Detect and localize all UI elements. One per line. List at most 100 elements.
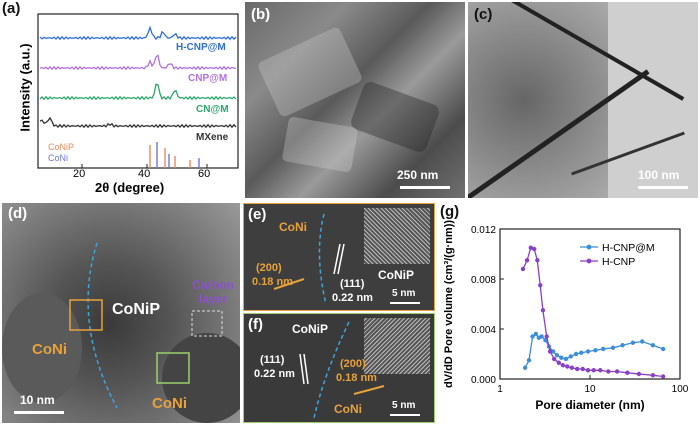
panel-e-fft-inset <box>364 208 430 264</box>
panel-f-scale-text: 5 nm <box>392 400 416 411</box>
series-1-point <box>585 368 591 373</box>
series-1-point <box>625 370 630 375</box>
xrd-xtick-60: 60 <box>198 168 211 180</box>
series-1-point <box>606 369 611 374</box>
xrd-xlabel: 2θ (degree) <box>95 180 165 195</box>
series-0-point <box>573 351 579 357</box>
panel-g: (g) 0.000 0.004 0.008 0.012 1 10 100 Pore diame… <box>438 203 698 423</box>
xrd-trace-cnpm <box>39 54 237 71</box>
series-0-point <box>543 338 548 343</box>
series-1-point <box>650 373 656 378</box>
panel-d-scalebar <box>14 411 64 414</box>
panel-f-label: (f) <box>248 316 263 333</box>
panel-b-scale-text: 250 nm <box>397 168 439 182</box>
series-1-point <box>538 283 543 288</box>
series-1-point <box>544 334 549 339</box>
xrd-ylabel: Intensity (a.u.) <box>17 43 33 132</box>
xrd-trace-mxene <box>39 116 237 129</box>
series-0-point <box>550 349 556 354</box>
panel-e-scalebar <box>390 302 420 304</box>
panel-d-conip-label: CoNiP <box>112 301 160 318</box>
series-0-point <box>533 331 539 337</box>
series-0-point <box>522 365 528 370</box>
series-0-point <box>530 334 535 339</box>
series-1-point <box>524 258 530 263</box>
series-1-point <box>614 369 620 374</box>
series-1-point <box>556 360 561 365</box>
panel-e-scale-text: 5 nm <box>392 288 416 299</box>
panel-f-coni: CoNi <box>334 402 362 416</box>
xrd-frame <box>37 13 239 169</box>
panel-f-plane2: (200) <box>340 358 366 370</box>
xrd-chart <box>37 13 239 169</box>
panel-d-overlay <box>69 242 223 409</box>
ref-sticks-conip <box>149 145 191 168</box>
chart-ylabel: dV/dD Pore volume (cm³/(g·nm)) <box>443 220 455 388</box>
series-0-point <box>610 345 616 350</box>
trace-label-cnm: CN@M <box>196 104 229 115</box>
series-0-point <box>639 339 645 344</box>
panel-c-scale-text: 100 nm <box>638 168 680 182</box>
ref-label-coni: CoNi <box>48 153 69 163</box>
panel-f-fft-inset <box>364 318 430 374</box>
legend-label-1: H-CNP <box>602 256 635 268</box>
series-1-point <box>560 363 566 368</box>
series-0-point <box>526 358 532 363</box>
series-1-point <box>520 266 526 272</box>
series-0-point <box>620 343 625 348</box>
panel-a: (a) Intensity (a.u.) 20 40 60 2θ (degree… <box>0 0 245 200</box>
panel-e-image: (e) CoNi (200) 0.18 nm (111) 0.22 nm CoN… <box>243 203 435 311</box>
trace-label-cnpm: CNP@M <box>188 73 228 84</box>
panel-e-plane2: (111) <box>340 278 365 290</box>
trace-label-mxene: MXene <box>196 132 229 143</box>
series-0-point <box>600 346 606 352</box>
series-1-point <box>660 374 666 379</box>
series-0-point <box>650 343 656 348</box>
series-1-point <box>598 368 603 373</box>
panel-f-conip: CoNiP <box>292 322 328 336</box>
series-0-point <box>563 356 569 362</box>
y-tick-label: 0.000 <box>471 375 496 386</box>
panel-d-coni-right: CoNi <box>152 395 187 412</box>
panel-e-plane1: (200) <box>256 262 282 274</box>
panel-d-hrtem-image: (d) CoNiP CoNi CoNi Carbon layer 10 nm <box>2 203 240 423</box>
panel-f-scalebar <box>390 414 420 416</box>
panel-f-image: (f) CoNiP (111) 0.22 nm (200) 0.18 nm Co… <box>243 313 435 423</box>
pore-chart: 0.000 0.004 0.008 0.012 1 10 100 Pore diameter … <box>443 220 689 412</box>
panel-d-coni-left: CoNi <box>32 341 67 358</box>
series-1-point <box>532 246 537 252</box>
x-tick-label: 100 <box>672 384 689 395</box>
panel-b-sem-image: (b) 250 nm <box>245 2 465 198</box>
series-0-point <box>660 346 666 352</box>
series-1-point <box>551 356 557 362</box>
series-0-point <box>554 353 560 358</box>
panel-e-conip: CoNiP <box>378 268 414 282</box>
panel-g-label: (g) <box>440 203 460 220</box>
x-tick-label: 10 <box>584 384 596 395</box>
legend-label-0: H-CNP@M <box>602 242 655 254</box>
xrd-trace-cnm <box>39 83 237 101</box>
series-1-point <box>574 366 580 372</box>
series-0-point <box>585 349 591 354</box>
panel-e-d1: 0.18 nm <box>252 276 293 288</box>
panel-f-d2: 0.18 nm <box>336 372 377 384</box>
panel-e-label: (e) <box>248 206 267 223</box>
xrd-xticks <box>81 164 208 168</box>
panel-b-scalebar <box>400 186 450 189</box>
series-1-point <box>636 371 642 377</box>
xrd-trace-hcnpm <box>39 25 237 41</box>
series-0-point <box>568 354 573 359</box>
chart-xlabel: Pore diameter (nm) <box>535 398 644 412</box>
series-1-point <box>547 349 553 354</box>
panel-e-coni: CoNi <box>279 220 307 234</box>
y-tick-label: 0.004 <box>471 325 496 336</box>
panel-f-d1: 0.22 nm <box>254 368 295 380</box>
legend-marker-1 <box>586 258 592 264</box>
ref-label-conip: CoNiP <box>48 142 75 152</box>
series-1-point <box>565 364 570 369</box>
panel-d-label: (d) <box>8 205 28 222</box>
panel-c-tem-image: (c) 100 nm <box>468 2 698 198</box>
series-0-point <box>579 350 584 355</box>
series-1-point <box>528 245 534 250</box>
series-0-point <box>593 348 598 353</box>
